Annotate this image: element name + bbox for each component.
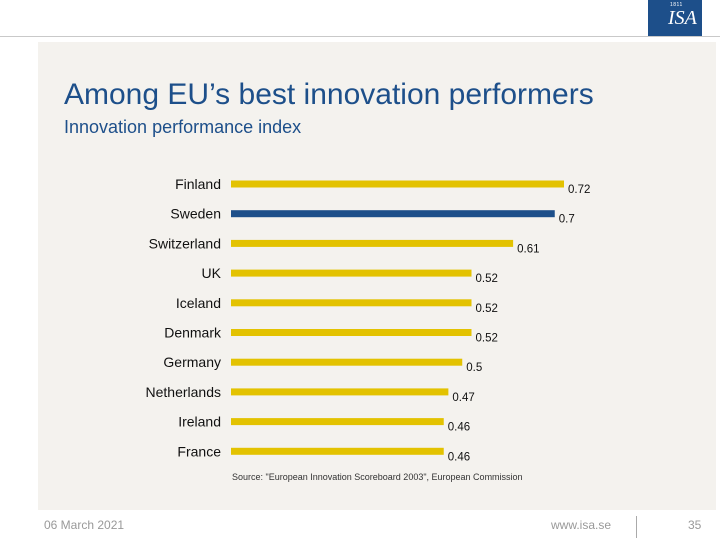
- value-label: 0.46: [448, 422, 470, 434]
- category-label: Switzerland: [149, 235, 221, 251]
- category-label: Netherlands: [146, 384, 222, 400]
- bar-finland: [231, 180, 564, 188]
- value-label: 0.46: [448, 451, 470, 463]
- value-label: 0.72: [568, 184, 590, 196]
- category-label: Germany: [163, 354, 221, 370]
- value-label: 0.52: [476, 333, 498, 345]
- footer-divider: [636, 516, 637, 538]
- value-label: 0.5: [466, 362, 482, 374]
- category-label: Denmark: [164, 325, 222, 341]
- category-label: Finland: [175, 176, 221, 192]
- value-label: 0.52: [476, 303, 498, 315]
- bar-iceland: [231, 299, 472, 307]
- bar-denmark: [231, 329, 472, 336]
- isa-logo: 1811 ISA: [648, 0, 702, 36]
- category-label: France: [177, 443, 221, 459]
- bar-netherlands: [231, 388, 449, 396]
- bar-ireland: [231, 418, 444, 426]
- category-label: UK: [202, 265, 222, 281]
- category-label: Ireland: [178, 414, 221, 430]
- value-label: 0.52: [476, 273, 498, 285]
- page-number: 35: [688, 518, 702, 532]
- slide-title: Among EU’s best innovation performers: [64, 78, 594, 111]
- bar-germany: [231, 358, 463, 366]
- value-label: 0.47: [452, 392, 474, 404]
- slide-subtitle: Innovation performance index: [64, 117, 302, 137]
- logo-small-text: 1811: [670, 2, 683, 8]
- footer-date: 06 March 2021: [44, 518, 125, 532]
- header-rule: [0, 36, 720, 37]
- value-label: 0.7: [559, 214, 575, 226]
- bar-france: [231, 447, 444, 455]
- bar-sweden: [231, 210, 555, 218]
- source-note: Source: "European Innovation Scoreboard …: [232, 472, 523, 482]
- logo-mark: ISA: [668, 7, 697, 29]
- footer-url[interactable]: www.isa.se: [551, 518, 612, 532]
- bar-switzerland: [231, 239, 514, 247]
- value-label: 0.61: [517, 243, 539, 255]
- category-label: Sweden: [170, 206, 221, 222]
- category-label: Iceland: [176, 295, 221, 311]
- bar-uk: [231, 269, 472, 277]
